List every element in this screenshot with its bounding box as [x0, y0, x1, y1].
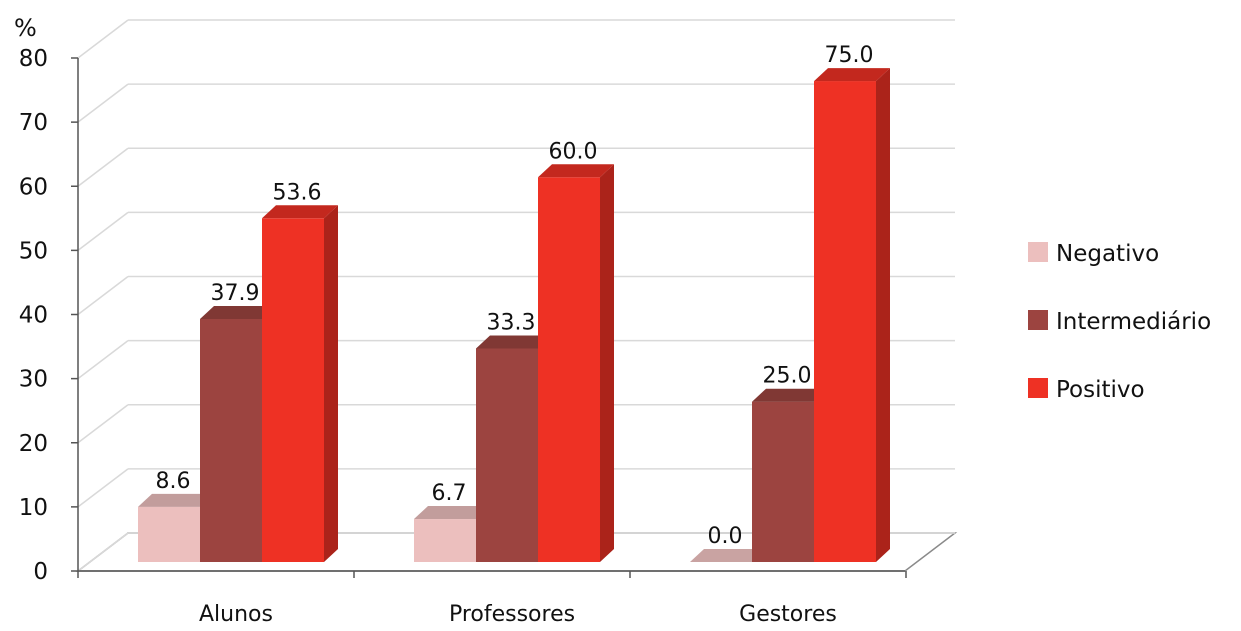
- bar-top: [138, 493, 214, 507]
- bar-top: [476, 335, 552, 349]
- y-tick-label: 0: [33, 559, 48, 585]
- bar-top: [262, 205, 338, 219]
- bar: [262, 205, 338, 563]
- data-label: 25.0: [763, 364, 812, 389]
- data-label: 60.0: [549, 139, 598, 164]
- bar-front: [476, 348, 538, 562]
- y-tick-label: 30: [19, 367, 48, 393]
- bar-top: [690, 549, 766, 562]
- bar-front: [752, 401, 814, 562]
- bar: [690, 549, 766, 562]
- gridline-side: [77, 404, 129, 444]
- x-tick-label: Gestores: [739, 602, 837, 627]
- y-tick-label: 60: [19, 174, 48, 200]
- data-label: 6.7: [432, 481, 467, 506]
- gridline-side: [77, 83, 129, 123]
- bar-front: [538, 177, 600, 562]
- bar: [538, 164, 614, 562]
- bars: [138, 68, 890, 563]
- legend-label: Intermediário: [1056, 309, 1211, 335]
- gridline-side: [77, 147, 129, 187]
- gridline-side: [77, 211, 129, 251]
- legend-swatch: [1028, 378, 1048, 398]
- data-label: 37.9: [211, 281, 260, 306]
- legend: Negativo Intermediário Positivo: [1028, 241, 1211, 403]
- bar-top: [814, 68, 890, 82]
- y-tick-label: 10: [19, 495, 48, 521]
- gridline-side: [77, 468, 129, 508]
- axes: [71, 57, 907, 578]
- x-tick-label: Professores: [449, 602, 575, 627]
- gridline-side: [77, 532, 129, 572]
- bar-front: [138, 506, 200, 562]
- gridline-side: [77, 275, 129, 316]
- tick-labels: 0 10 20 30 40 50 60 70 80 Alunos Professores Gestor…: [19, 46, 837, 627]
- y-axis-label: %: [14, 14, 37, 42]
- gridline-side: [77, 340, 129, 380]
- bar-side: [876, 68, 890, 562]
- bar-front: [262, 218, 324, 563]
- legend-label: Positivo: [1056, 377, 1145, 403]
- legend-label: Negativo: [1056, 241, 1159, 267]
- bar-front: [414, 519, 476, 562]
- data-label: 53.6: [273, 180, 322, 205]
- x-tick-label: Alunos: [199, 602, 273, 627]
- data-label: 75.0: [825, 43, 874, 68]
- y-tick-label: 20: [19, 431, 48, 457]
- bar: [814, 68, 890, 562]
- legend-swatch: [1028, 310, 1048, 330]
- y-tick-label: 40: [19, 303, 48, 329]
- bar-top: [414, 506, 490, 520]
- data-label: 0.0: [708, 524, 743, 549]
- legend-swatch: [1028, 242, 1048, 262]
- bar-side: [324, 205, 338, 563]
- bar-top: [200, 305, 276, 319]
- gridline-side: [77, 19, 129, 59]
- y-tick-label: 50: [19, 238, 48, 264]
- data-label: 8.6: [156, 469, 191, 494]
- bar-front: [200, 318, 262, 562]
- data-labels: 8.6 37.9 53.6 6.7 33.3 60.0 0.0 25.0 75.0: [156, 43, 874, 549]
- bar-top: [752, 388, 828, 402]
- y-tick-label: 70: [19, 110, 48, 136]
- bar-side: [600, 164, 614, 562]
- bar-front: [814, 81, 876, 562]
- y-tick-label: 80: [19, 46, 48, 72]
- bar-top: [538, 164, 614, 178]
- data-label: 33.3: [487, 310, 536, 335]
